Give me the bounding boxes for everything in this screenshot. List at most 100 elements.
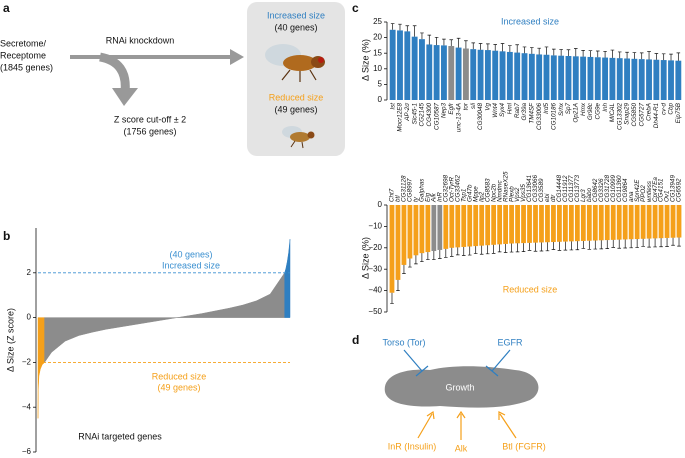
bar <box>572 56 579 100</box>
bar <box>413 205 419 256</box>
panel-label: c <box>352 1 359 15</box>
y-tick-label: −10 <box>368 222 382 231</box>
bar <box>557 205 562 242</box>
category-label: Vps2 <box>514 187 521 202</box>
category-label: Syx4 <box>499 103 506 117</box>
bar <box>437 205 443 250</box>
y-tick-label: 2 <box>27 268 32 277</box>
category-label: ana <box>628 191 635 202</box>
category-label: Tsp1 <box>460 189 467 202</box>
category-label: CG4151 <box>658 179 665 202</box>
error-bar <box>420 32 424 40</box>
bar <box>664 205 670 238</box>
category-label: CG3326 <box>598 178 605 202</box>
category-label: Eig <box>425 192 432 202</box>
category-label: Srhx <box>558 102 565 116</box>
category-label: CG31728 <box>604 175 611 202</box>
error-bar <box>635 239 639 248</box>
bar <box>470 49 477 100</box>
error-bar <box>545 242 550 252</box>
category-label: wntless <box>646 180 653 202</box>
x-axis-label: RNAi targeted genes <box>78 431 162 441</box>
error-bar <box>444 248 448 258</box>
bar <box>676 205 682 238</box>
panel-label: d <box>352 333 359 347</box>
bar <box>558 55 565 100</box>
error-bar <box>625 51 629 59</box>
bar <box>509 205 514 244</box>
bar <box>499 51 506 100</box>
category-label: Ird5 <box>543 103 550 114</box>
error-bar <box>471 42 476 50</box>
category-label: Snap29 <box>624 103 631 125</box>
bar <box>389 205 395 293</box>
error-bar <box>617 239 622 249</box>
bar <box>675 60 682 100</box>
category-label: MICAL <box>609 103 616 123</box>
ranked-area <box>44 271 285 364</box>
y-tick-label: −4 <box>22 402 32 411</box>
error-bar <box>432 251 436 260</box>
increased-text: (40 genes) <box>274 22 317 32</box>
error-bar <box>456 37 461 48</box>
bar <box>533 205 538 243</box>
error-bar <box>398 23 402 31</box>
category-label: Gr39a <box>521 103 528 121</box>
bar <box>395 205 401 280</box>
error-bar <box>551 242 556 250</box>
category-label: Vg <box>485 103 492 111</box>
panel-label: b <box>3 229 10 243</box>
category-label: CG2145 <box>419 103 426 127</box>
error-bar <box>402 264 406 274</box>
error-bar <box>563 241 568 251</box>
error-bar <box>509 243 514 253</box>
bar <box>455 47 462 100</box>
category-label: Cbp <box>668 103 675 115</box>
error-bar <box>581 240 586 249</box>
y-tick-label: −50 <box>368 307 382 316</box>
category-label: AP-2σ <box>404 103 411 122</box>
category-label: CrebA <box>646 103 653 121</box>
source-text: Receptome <box>0 50 46 60</box>
panel-d: Growth Torso (Tor) EGFR InR (Insulin) Al… <box>382 337 545 453</box>
y-tick-label: −6 <box>22 447 32 456</box>
bar <box>484 50 491 100</box>
error-bar <box>599 240 604 250</box>
bar <box>389 29 396 100</box>
bar <box>631 58 638 100</box>
error-bar <box>405 25 410 32</box>
category-label: CG13773 <box>574 175 581 202</box>
bar <box>425 205 431 253</box>
category-label: Cpr47Ea <box>652 177 659 202</box>
growth-text: Growth <box>445 382 474 392</box>
category-label: CG33462 <box>454 175 461 202</box>
category-label: Nmdmc <box>496 179 503 202</box>
bar <box>521 205 526 244</box>
error-bar <box>390 292 394 304</box>
error-bar <box>479 245 484 255</box>
bar <box>640 205 646 239</box>
category-label: Gr98c <box>587 102 594 120</box>
bar <box>397 30 403 101</box>
bar <box>580 56 587 100</box>
error-bar <box>677 237 681 247</box>
error-bar <box>659 238 663 248</box>
y-tick-label: 20 <box>373 33 382 42</box>
error-bar <box>671 237 675 246</box>
category-label: CG11377 <box>568 175 575 202</box>
category-label: tor <box>463 102 470 110</box>
error-bar <box>521 243 526 253</box>
error-bar <box>427 34 432 45</box>
threshold-label: Increased size <box>162 260 220 270</box>
error-bar <box>467 246 472 256</box>
error-bar <box>455 247 460 256</box>
category-label: Cht7 <box>389 188 396 202</box>
bar <box>586 205 592 241</box>
bar <box>592 205 598 241</box>
category-label: CG32698 <box>442 175 449 202</box>
bar <box>491 205 497 245</box>
inhibitor-text: Torso (Tor) <box>382 337 425 347</box>
error-bar <box>522 46 527 54</box>
large-fly <box>265 44 325 82</box>
